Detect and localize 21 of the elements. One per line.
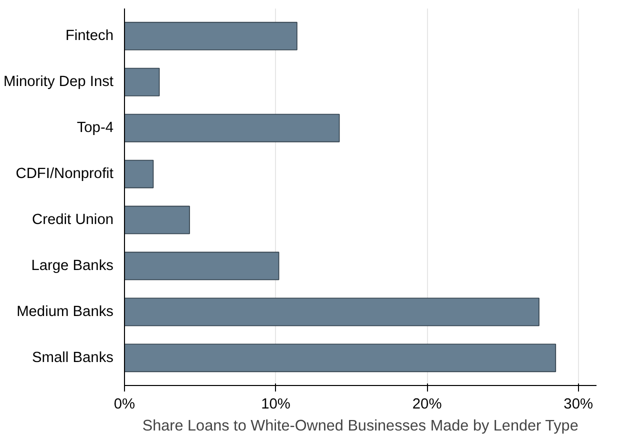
x-axis-title: Share Loans to White-Owned Businesses Made by Lender Type xyxy=(142,418,578,434)
y-tick-label: Minority Dep Inst xyxy=(4,74,114,90)
y-tick-label: Medium Banks xyxy=(16,304,114,320)
y-tick-label: Large Banks xyxy=(31,258,114,274)
x-tick-label: 10% xyxy=(261,396,290,412)
bar xyxy=(124,160,154,188)
y-tick-label: Small Banks xyxy=(32,350,114,366)
bar xyxy=(124,344,556,372)
bar xyxy=(124,68,160,96)
x-tick-label: 30% xyxy=(564,396,594,412)
bar xyxy=(124,252,280,280)
y-tick-label: Fintech xyxy=(65,28,114,44)
bar xyxy=(124,206,190,234)
y-tick-label: Credit Union xyxy=(32,212,114,228)
x-tick-label: 0% xyxy=(114,396,136,412)
bar xyxy=(124,22,298,50)
bar xyxy=(124,298,540,326)
y-tick-label: Top-4 xyxy=(76,120,114,136)
bar xyxy=(124,114,340,142)
x-tick-label: 20% xyxy=(412,396,442,412)
y-tick-label: CDFI/Nonprofit xyxy=(16,166,114,182)
